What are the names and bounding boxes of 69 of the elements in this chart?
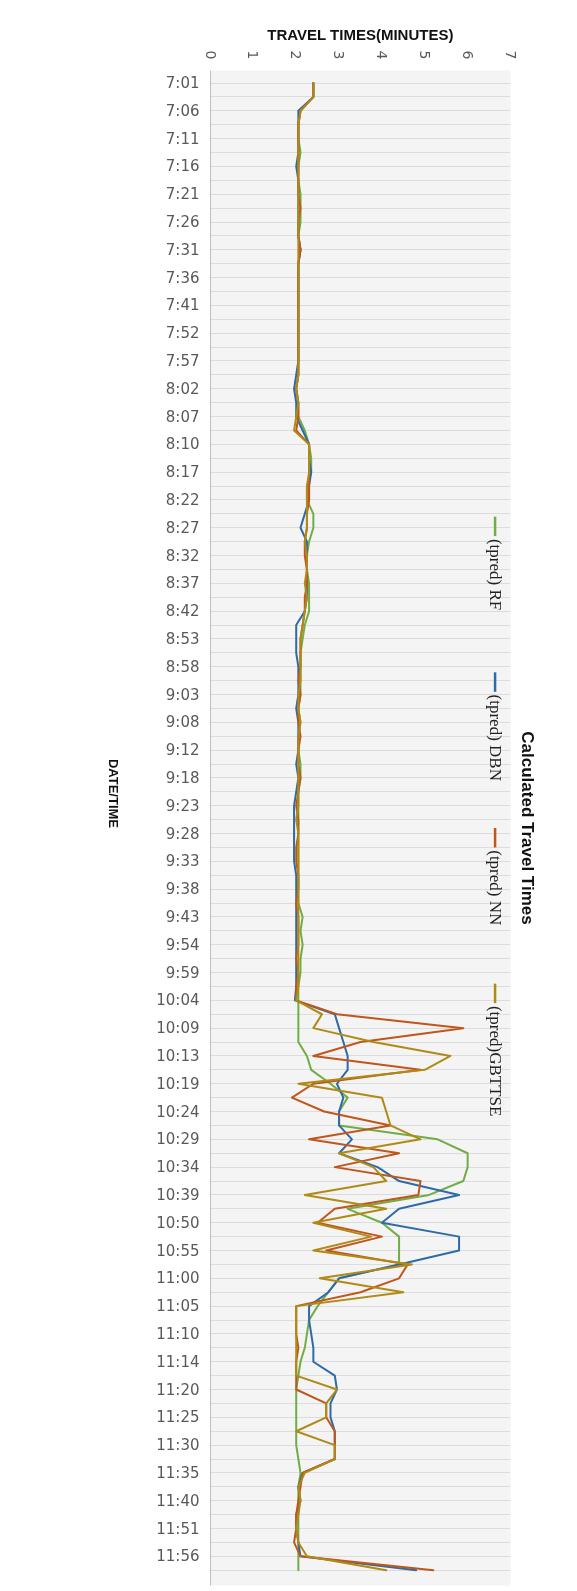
- y-tick-label: 8:02: [165, 379, 200, 398]
- x-tick-label: 1: [245, 50, 262, 60]
- y-tick-label: 11:20: [156, 1380, 200, 1399]
- y-tick-label: 7:11: [165, 129, 200, 148]
- y-tick-label: 10:13: [156, 1046, 200, 1065]
- y-tick-label: 10:19: [156, 1074, 200, 1093]
- y-tick-label: 10:04: [156, 991, 200, 1010]
- y-tick-label: 7:57: [165, 351, 200, 370]
- y-tick-label: 8:17: [165, 463, 200, 482]
- y-tick-label: 8:22: [165, 490, 200, 509]
- x-tick-label: 7: [502, 50, 519, 60]
- y-tick-label: 9:03: [165, 685, 200, 704]
- y-tick-label: 7:06: [165, 101, 200, 120]
- y-tick-label: 9:18: [165, 768, 200, 787]
- y-tick-label: 9:43: [165, 907, 200, 926]
- legend-label: (tpred) NN: [485, 850, 505, 926]
- y-tick-label: 11:51: [156, 1519, 200, 1538]
- y-tick-label: 8:32: [165, 546, 200, 565]
- y-tick-label: 7:26: [165, 213, 200, 231]
- y-tick-label: 7:31: [165, 240, 200, 259]
- legend-label: (tpred)GBTTSE: [485, 1005, 505, 1117]
- y-tick-label: 8:07: [165, 407, 200, 426]
- y-tick-label: 11:05: [156, 1297, 200, 1316]
- y-tick-label: 8:27: [165, 518, 200, 537]
- y-tick-label: 9:59: [165, 963, 200, 982]
- y-tick-label: 9:33: [165, 852, 200, 871]
- y-tick-label: 10:24: [156, 1102, 200, 1121]
- x-axis-title: TRAVEL TIMES(MINUTES): [267, 25, 454, 43]
- y-tick-label: 8:10: [165, 435, 200, 454]
- y-tick-label: 8:37: [165, 574, 200, 593]
- legend-label: (tpred) DBN: [485, 694, 505, 781]
- y-tick-label: 9:38: [165, 880, 200, 899]
- y-tick-label: 11:00: [156, 1269, 200, 1288]
- y-tick-label: 10:50: [156, 1213, 200, 1232]
- y-tick-label: 7:01: [165, 74, 200, 93]
- y-tick-label: 7:52: [165, 324, 200, 343]
- x-tick-label: 6: [459, 50, 476, 60]
- y-tick-label: 9:08: [165, 713, 200, 732]
- y-tick-label: 10:39: [156, 1185, 200, 1204]
- y-tick-label: 9:12: [165, 741, 200, 760]
- y-tick-label: 7:21: [165, 185, 200, 204]
- y-tick-label: 11:30: [156, 1436, 200, 1455]
- text: Calculated Travel Times: [517, 731, 537, 925]
- y-tick-label: 11:10: [156, 1324, 200, 1343]
- y-tick-label: 11:56: [156, 1547, 200, 1566]
- y-tick-label: 10:09: [156, 1019, 200, 1038]
- y-tick-label: 8:58: [165, 657, 200, 676]
- x-tick-label: 2: [288, 50, 305, 60]
- x-tick-label: 0: [202, 50, 219, 60]
- y-tick-label: 7:16: [165, 157, 200, 176]
- y-tick-label: 10:34: [156, 1158, 200, 1177]
- y-tick-label: 11:14: [156, 1352, 200, 1371]
- y-tick-label: 11:35: [156, 1463, 200, 1482]
- legend-label: (tpred) RF: [485, 538, 505, 611]
- y-tick-label: 8:53: [165, 629, 200, 648]
- x-tick-label: 5: [416, 50, 433, 60]
- y-tick-label: 10:29: [156, 1130, 200, 1149]
- y-tick-label: 7:36: [165, 268, 200, 287]
- y-tick-label: 9:54: [165, 935, 200, 954]
- y-tick-label: 9:23: [165, 796, 200, 815]
- x-tick-label: 4: [373, 50, 390, 60]
- y-tick-label: 11:40: [156, 1491, 200, 1510]
- y-tick-label: 7:41: [165, 296, 200, 315]
- y-axis-title: DATE/TIME: [105, 758, 121, 829]
- y-tick-label: 10:55: [156, 1241, 200, 1260]
- y-tick-label: 9:28: [165, 824, 200, 843]
- y-tick-label: 11:25: [156, 1408, 200, 1427]
- x-tick-label: 3: [331, 50, 348, 60]
- y-tick-label: 8:42: [165, 602, 200, 621]
